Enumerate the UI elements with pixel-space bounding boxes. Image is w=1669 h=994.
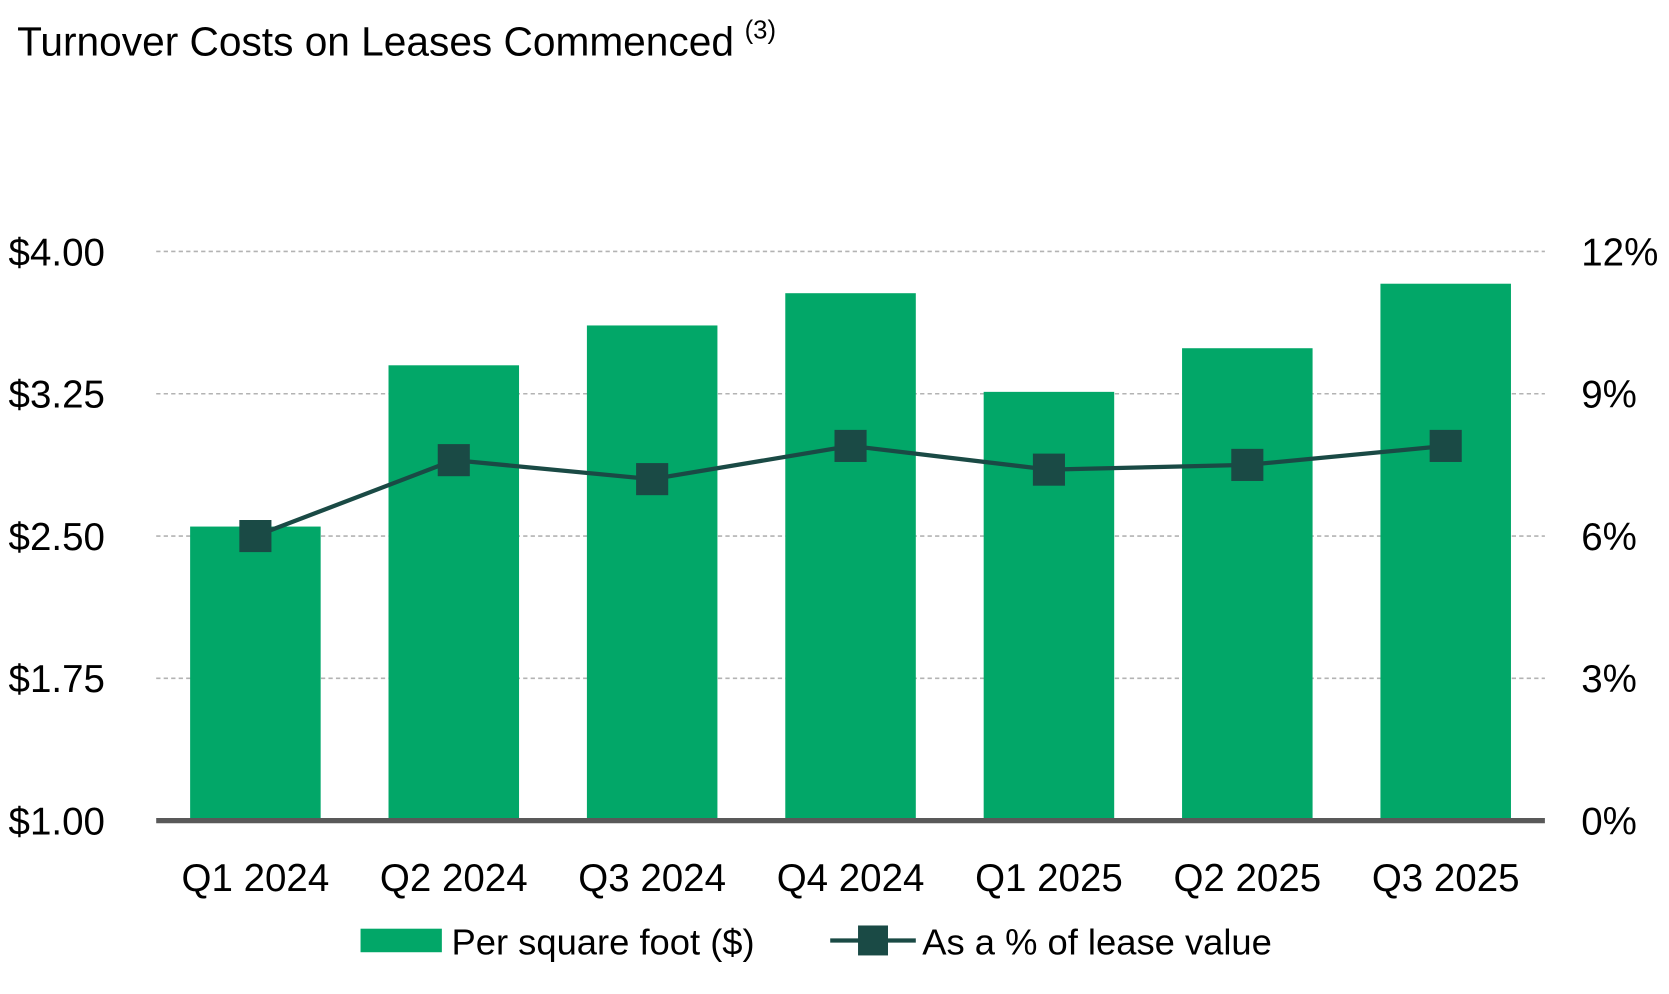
chart-title: Turnover Costs on Leases Commenced (3) — [17, 17, 776, 65]
y-left-tick-label: $2.50 — [9, 516, 105, 559]
y-left-tick-label: $1.00 — [9, 801, 105, 844]
y-left-tick-label: $3.25 — [9, 374, 105, 417]
y-right-tick-label: 3% — [1581, 658, 1637, 701]
bar — [785, 293, 916, 821]
line-marker — [239, 520, 272, 553]
title-superscript: (3) — [745, 17, 776, 45]
line-marker — [834, 429, 867, 462]
y-right-tick-label: 12% — [1581, 231, 1658, 274]
legend-swatch-bar — [360, 928, 442, 953]
legend-label-bar: Per square foot ($) — [451, 921, 754, 962]
line-marker — [1231, 448, 1264, 481]
x-tick-label: Q1 2024 — [182, 857, 330, 900]
x-tick-label: Q3 2024 — [578, 857, 726, 900]
y-right-tick-label: 9% — [1581, 374, 1637, 417]
bar — [190, 526, 321, 821]
x-tick-label: Q1 2025 — [975, 857, 1123, 900]
line-marker — [1032, 453, 1065, 486]
x-tick-label: Q3 2025 — [1372, 857, 1520, 900]
y-right-tick-label: 6% — [1581, 516, 1637, 559]
y-right-tick-label: 0% — [1581, 801, 1637, 844]
line-marker — [636, 463, 669, 496]
x-tick-label: Q2 2024 — [380, 857, 528, 900]
bar — [586, 325, 718, 821]
line-marker — [437, 444, 470, 477]
legend-swatch-marker — [858, 925, 888, 956]
x-tick-label: Q4 2024 — [777, 857, 925, 900]
y-left-tick-label: $4.00 — [9, 231, 105, 274]
bar — [1380, 283, 1511, 821]
bar — [388, 365, 520, 821]
legend: Per square foot ($) As a % of lease valu… — [360, 921, 1272, 962]
legend-label-line: As a % of lease value — [922, 921, 1272, 962]
x-tick-label: Q2 2025 — [1173, 857, 1321, 900]
bar — [1182, 348, 1313, 821]
line-marker — [1429, 429, 1462, 462]
y-left-tick-label: $1.75 — [9, 658, 105, 701]
